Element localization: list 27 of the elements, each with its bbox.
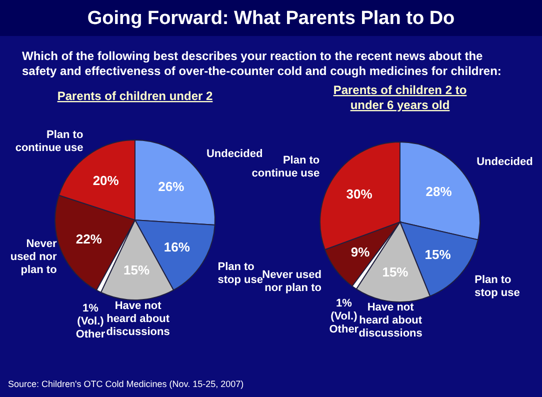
data-label: 15% bbox=[382, 264, 409, 280]
data-label: 1% bbox=[82, 302, 99, 314]
data-label: 28% bbox=[426, 184, 452, 200]
chart-title: Parents of children 2 to under 6 years old bbox=[333, 83, 467, 112]
slice-label: Have not heard about discussions bbox=[106, 300, 170, 338]
slice-label: Plan to continue use bbox=[15, 129, 84, 154]
text: Which of the following best describes your reaction to the recent news about the safety and effectiveness of over-the-counter cold and cough medicines for children: bbox=[22, 49, 502, 78]
text: Going Forward: What Parents Plan to Do bbox=[87, 8, 455, 29]
data-label: 20% bbox=[92, 172, 120, 188]
data-label: 1% bbox=[336, 297, 352, 310]
slice-label: Never used nor plan to bbox=[262, 269, 322, 294]
data-label: 26% bbox=[158, 179, 185, 194]
slice-label: Plan to stop use bbox=[474, 274, 520, 300]
chart-title: Parents of children under 2 bbox=[57, 89, 214, 103]
data-label: 15% bbox=[424, 247, 452, 262]
data-label: 30% bbox=[346, 186, 373, 202]
slice-label: (Vol.) Other bbox=[329, 310, 360, 336]
data-label: 9% bbox=[350, 244, 370, 260]
source-note: Source: Children's OTC Cold Medicines (Nov. 15-25, 2007) bbox=[8, 379, 244, 389]
data-label: 22% bbox=[76, 231, 102, 246]
data-label: 15% bbox=[124, 262, 150, 278]
slice-label: (Vol.) Other bbox=[76, 315, 106, 340]
slice-label: Never used nor plan to bbox=[10, 238, 58, 276]
slice-label: Undecided bbox=[476, 156, 533, 168]
slice-label: Have not heard about discussions bbox=[358, 302, 422, 340]
slice-label: Plan to stop use bbox=[218, 261, 263, 286]
data-label: 16% bbox=[164, 240, 190, 255]
